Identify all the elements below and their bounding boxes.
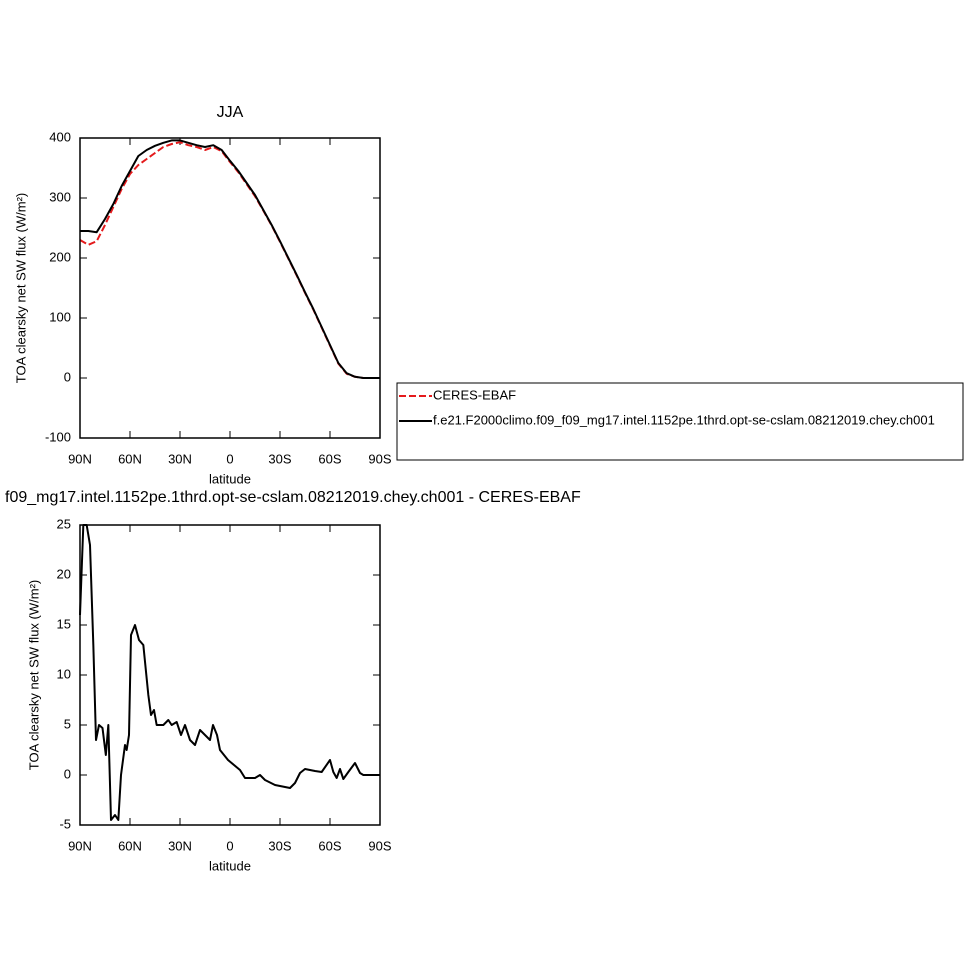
x-tick-label: 60N [118, 451, 142, 466]
x-tick-label: 30S [268, 451, 291, 466]
x-tick-label: 90S [368, 838, 391, 853]
y-tick-label: 200 [49, 249, 71, 264]
x-tick-label: 90S [368, 451, 391, 466]
data-line [80, 139, 380, 379]
data-line [79, 524, 380, 821]
y-tick-label: -5 [59, 816, 71, 831]
legend-label: CERES-EBAF [433, 387, 516, 402]
x-tick-label: 60N [118, 838, 142, 853]
y-tick-label: 400 [49, 129, 71, 144]
data-line [79, 141, 380, 379]
x-axis-label: latitude [209, 858, 251, 873]
x-axis-label: latitude [209, 471, 251, 486]
y-tick-label: 25 [57, 516, 71, 531]
x-tick-label: 60S [318, 838, 341, 853]
chart-title: f09_mg17.intel.1152pe.1thrd.opt-se-cslam… [5, 489, 581, 506]
plot-frame [79, 137, 381, 439]
chart-title: JJA [217, 104, 244, 121]
x-tick-label: 90N [68, 838, 92, 853]
legend-box [396, 382, 964, 461]
y-tick-label: 15 [57, 616, 71, 631]
y-tick-label: 0 [64, 766, 71, 781]
y-tick-label: 5 [64, 716, 71, 731]
y-tick-label: 300 [49, 189, 71, 204]
x-tick-label: 0 [226, 451, 233, 466]
y-axis-label: TOA clearsky net SW flux (W/m²) [26, 580, 41, 770]
y-tick-label: 100 [49, 309, 71, 324]
y-tick-label: 0 [64, 369, 71, 384]
y-tick-label: 20 [57, 566, 71, 581]
x-tick-label: 90N [68, 451, 92, 466]
plot-frame [79, 524, 381, 826]
x-tick-label: 30N [168, 838, 192, 853]
x-tick-label: 30S [268, 838, 291, 853]
x-tick-label: 60S [318, 451, 341, 466]
y-tick-label: -100 [45, 429, 71, 444]
x-tick-label: 0 [226, 838, 233, 853]
y-axis-label: TOA clearsky net SW flux (W/m²) [13, 193, 28, 383]
legend-label: f.e21.F2000climo.f09_f09_mg17.intel.1152… [433, 412, 935, 427]
y-tick-label: 10 [57, 666, 71, 681]
x-tick-label: 30N [168, 451, 192, 466]
